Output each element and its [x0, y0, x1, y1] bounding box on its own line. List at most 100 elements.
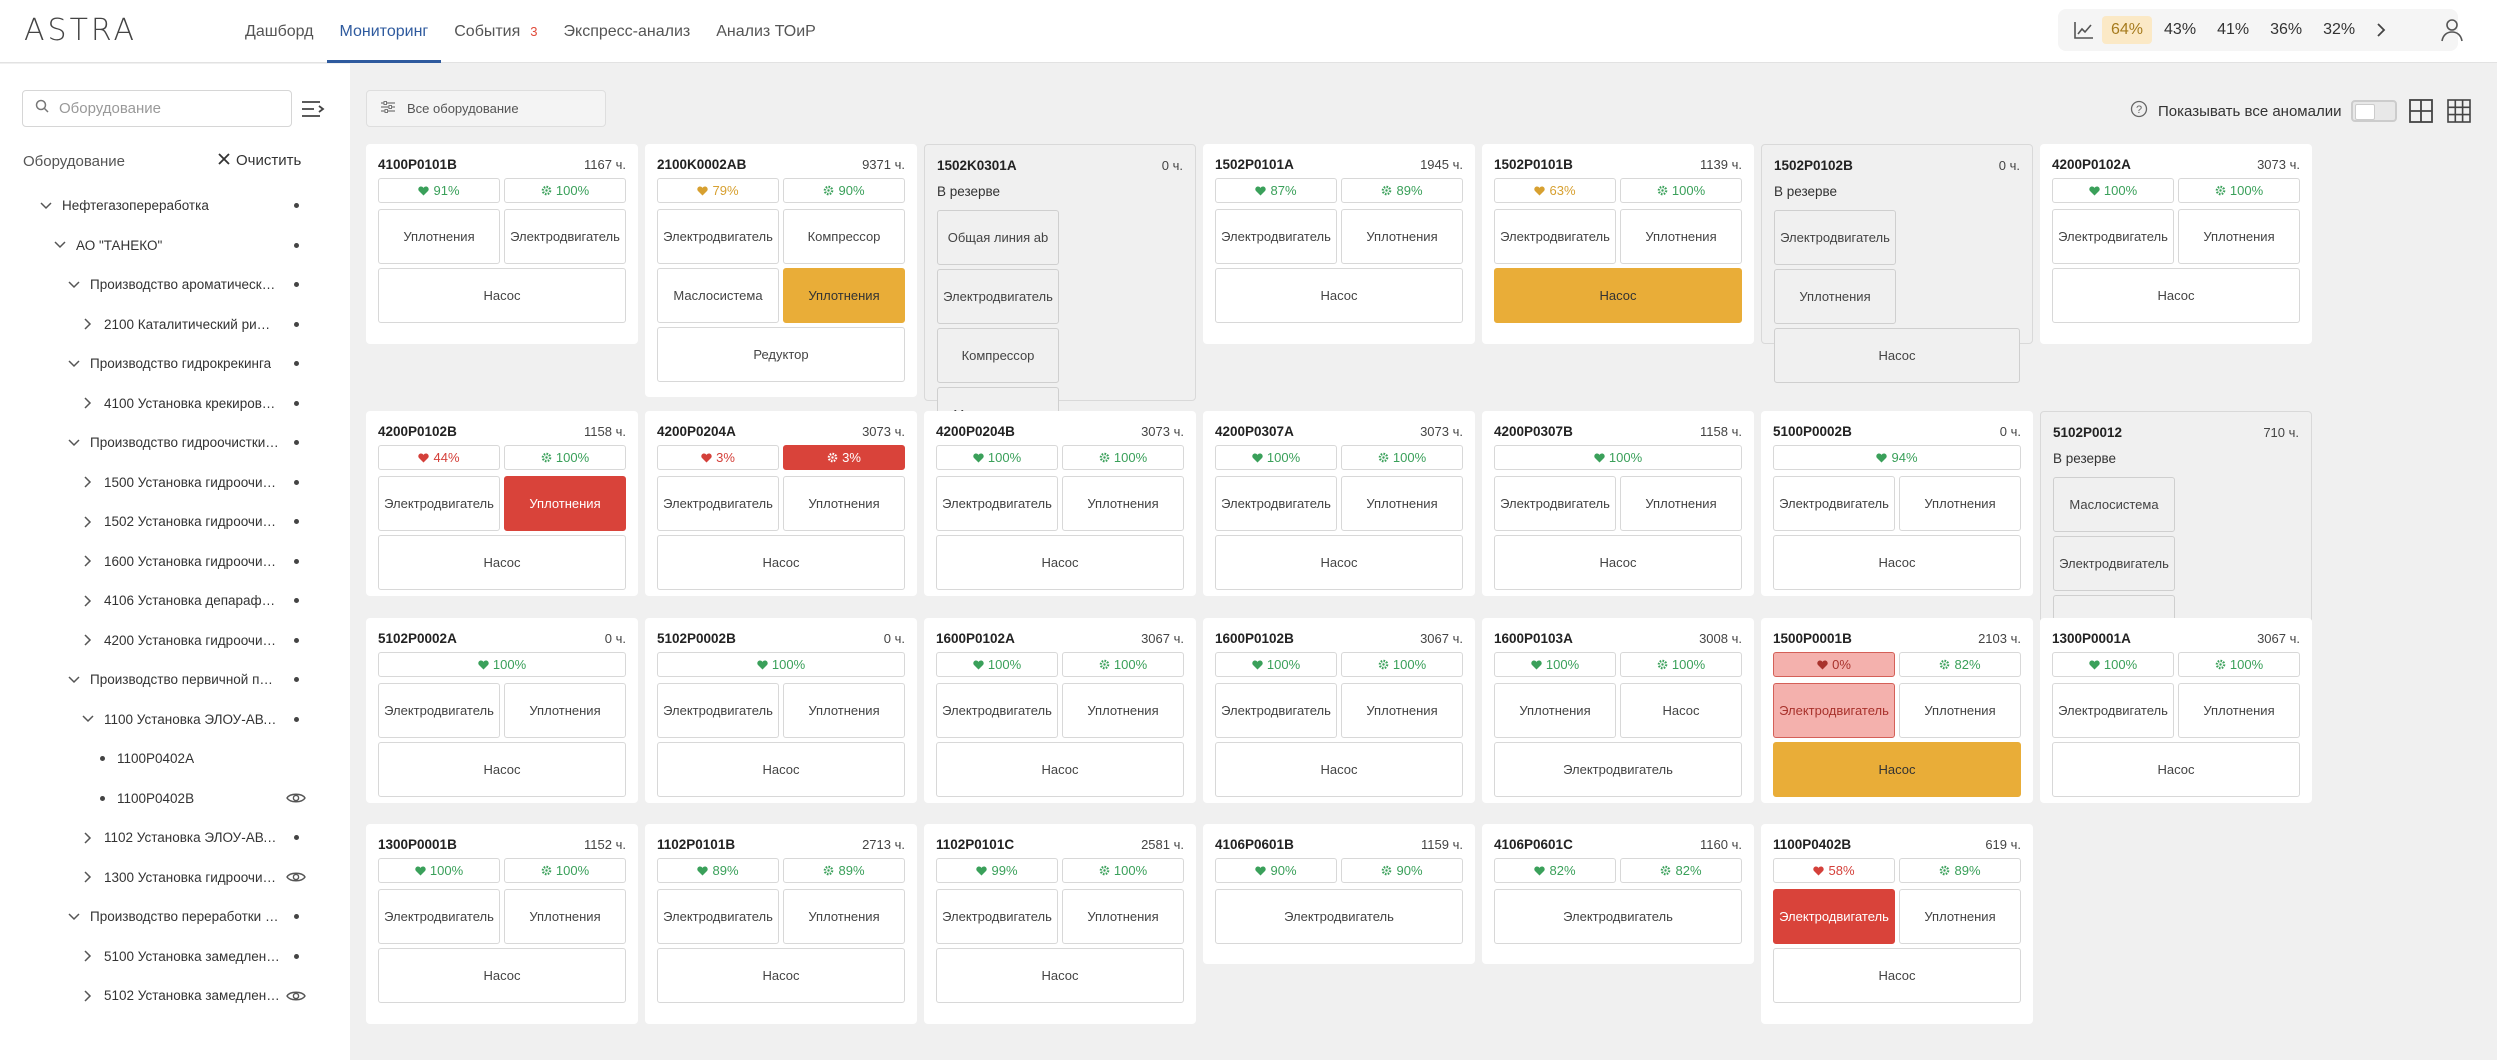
- tree-node[interactable]: 5102 Установка замедленного коксования: [0, 976, 350, 1016]
- component-tile[interactable]: Электродвигатель: [378, 476, 500, 531]
- tree-node[interactable]: Производство первичной переработки: [0, 660, 350, 700]
- component-tile[interactable]: Электродвигатель: [2053, 536, 2175, 591]
- health-metric[interactable]: 100%: [1494, 652, 1616, 677]
- component-tile[interactable]: Уплотнения: [504, 889, 626, 944]
- component-tile[interactable]: Насос: [657, 535, 905, 590]
- component-tile[interactable]: Уплотнения: [1899, 683, 2021, 738]
- component-tile[interactable]: Уплотнения: [1620, 476, 1742, 531]
- chevron-right-icon[interactable]: [80, 553, 96, 569]
- equipment-card[interactable]: 1600P0103A 3008 ч. 100% 100% Уплотнения Насос…: [1482, 618, 1754, 803]
- component-tile[interactable]: Насос: [1215, 742, 1463, 797]
- reliability-metric[interactable]: 82%: [1620, 858, 1742, 883]
- health-metric[interactable]: 100%: [2052, 652, 2174, 677]
- component-tile[interactable]: Уплотнения: [783, 476, 905, 531]
- equipment-card[interactable]: 1100P0402B 619 ч. 58% 89% Электродвигатель Уп…: [1761, 824, 2033, 1024]
- component-tile[interactable]: Насос: [2052, 268, 2300, 323]
- health-metric[interactable]: 87%: [1215, 178, 1337, 203]
- component-tile[interactable]: Электродвигатель: [1774, 210, 1896, 265]
- chevron-right-icon[interactable]: [80, 948, 96, 964]
- component-tile[interactable]: Насос: [378, 948, 626, 1003]
- equipment-card[interactable]: 1502P0102B 0 ч. В резерве Электродвигатель У…: [1761, 144, 2033, 383]
- app-logo[interactable]: ASTRA: [24, 13, 137, 48]
- reliability-metric[interactable]: 100%: [1062, 858, 1184, 883]
- search-input[interactable]: [59, 100, 279, 117]
- health-metric[interactable]: 90%: [1215, 858, 1337, 883]
- health-metric[interactable]: 3%: [657, 445, 779, 470]
- user-icon[interactable]: [2438, 16, 2466, 44]
- chevron-right-icon[interactable]: [80, 830, 96, 846]
- equipment-card[interactable]: 5102P0002B 0 ч. 100% Электродвигатель Уплотн…: [645, 618, 917, 803]
- reliability-metric[interactable]: 100%: [1341, 445, 1463, 470]
- health-metric[interactable]: 100%: [378, 858, 500, 883]
- reliability-metric[interactable]: 90%: [1341, 858, 1463, 883]
- equipment-card[interactable]: 1600P0102A 3067 ч. 100% 100% Электродвигател…: [924, 618, 1196, 803]
- equipment-card[interactable]: 4106P0601C 1160 ч. 82% 82% Электродвигатель: [1482, 824, 1754, 964]
- tree-node[interactable]: Производство гидроочистки топлив: [0, 423, 350, 463]
- health-metric[interactable]: 100%: [936, 652, 1058, 677]
- health-metric[interactable]: 82%: [1494, 858, 1616, 883]
- component-tile[interactable]: Уплотнения: [1062, 476, 1184, 531]
- equipment-search[interactable]: [22, 90, 292, 127]
- reliability-metric[interactable]: 100%: [2178, 652, 2300, 677]
- equipment-card[interactable]: 1102P0101B 2713 ч. 89% 89% Электродвигатель У…: [645, 824, 917, 1024]
- health-metric[interactable]: 100%: [936, 445, 1058, 470]
- chevron-right-icon[interactable]: [80, 514, 96, 530]
- health-metric[interactable]: 91%: [378, 178, 500, 203]
- health-metric[interactable]: 100%: [1215, 445, 1337, 470]
- equipment-card[interactable]: 1500P0001B 2103 ч. 0% 82% Электродвигатель Уп…: [1761, 618, 2033, 803]
- tree-node[interactable]: Производство переработки тяжелых остатко…: [0, 897, 350, 937]
- component-tile[interactable]: Редуктор: [657, 327, 905, 382]
- chevron-down-icon[interactable]: [66, 909, 82, 925]
- component-tile[interactable]: Уплотнения: [1341, 683, 1463, 738]
- clear-button[interactable]: Очистить: [218, 152, 301, 169]
- reliability-metric[interactable]: 3%: [783, 445, 905, 470]
- component-tile[interactable]: Электродвигатель: [1215, 476, 1337, 531]
- nav-tab[interactable]: Мониторинг: [326, 0, 442, 63]
- chevron-down-icon[interactable]: [66, 277, 82, 293]
- grid-small-icon[interactable]: [2445, 97, 2473, 125]
- component-tile[interactable]: Уплотнения: [2178, 683, 2300, 738]
- component-tile[interactable]: Уплотнения: [2178, 209, 2300, 264]
- equipment-card[interactable]: 4200P0204A 3073 ч. 3% 3% Электродвигатель Упл…: [645, 411, 917, 596]
- chevron-right-icon[interactable]: [80, 988, 96, 1004]
- equipment-card[interactable]: 4200P0307A 3073 ч. 100% 100% Электродвигател…: [1203, 411, 1475, 596]
- equipment-card[interactable]: 5102P0002A 0 ч. 100% Электродвигатель Уплотн…: [366, 618, 638, 803]
- percent-filter[interactable]: 32%: [2323, 21, 2356, 38]
- equipment-card[interactable]: 4200P0307B 1158 ч. 100% Электродвигатель Упл…: [1482, 411, 1754, 596]
- component-tile[interactable]: Уплотнения: [1899, 476, 2021, 531]
- component-tile[interactable]: Электродвигатель: [1494, 209, 1616, 264]
- nav-tab[interactable]: Дашборд: [232, 0, 327, 63]
- equipment-card[interactable]: 4106P0601B 1159 ч. 90% 90% Электродвигатель: [1203, 824, 1475, 964]
- health-metric[interactable]: 100%: [657, 652, 905, 677]
- chevron-right-icon[interactable]: [80, 316, 96, 332]
- component-tile[interactable]: Насос: [657, 948, 905, 1003]
- tree-node[interactable]: 2100 Каталитический риформинг: [0, 305, 350, 345]
- chevron-down-icon[interactable]: [66, 672, 82, 688]
- component-tile[interactable]: Маслосистема: [2053, 477, 2175, 532]
- reliability-metric[interactable]: 100%: [1062, 445, 1184, 470]
- component-tile[interactable]: Маслосистема: [657, 268, 779, 323]
- component-tile[interactable]: Насос: [657, 742, 905, 797]
- component-tile[interactable]: Насос: [936, 948, 1184, 1003]
- percent-filter[interactable]: 64%: [2102, 16, 2153, 44]
- equipment-card[interactable]: 1102P0101C 2581 ч. 99% 100% Электродвигатель…: [924, 824, 1196, 1024]
- equipment-card[interactable]: 1502P0101B 1139 ч. 63% 100% Электродвигатель…: [1482, 144, 1754, 344]
- health-metric[interactable]: 94%: [1773, 445, 2021, 470]
- tree-node[interactable]: 1100P0402B: [0, 779, 350, 819]
- equipment-card[interactable]: 2100K0002AB 9371 ч. 79% 90% Электродвигатель…: [645, 144, 917, 397]
- tree-node[interactable]: 4200 Установка гидроочистки: [0, 621, 350, 661]
- chevron-right-icon[interactable]: [2367, 22, 2395, 38]
- component-tile[interactable]: Насос: [1773, 948, 2021, 1003]
- health-metric[interactable]: 58%: [1773, 858, 1895, 883]
- health-metric[interactable]: 0%: [1773, 652, 1895, 677]
- reliability-metric[interactable]: 100%: [504, 445, 626, 470]
- component-tile[interactable]: Уплотнения: [504, 683, 626, 738]
- health-metric[interactable]: 100%: [2052, 178, 2174, 203]
- eye-icon[interactable]: [286, 989, 306, 1003]
- reliability-metric[interactable]: 89%: [783, 858, 905, 883]
- component-tile[interactable]: Электродвигатель: [2052, 683, 2174, 738]
- component-tile[interactable]: Электродвигатель: [657, 476, 779, 531]
- component-tile[interactable]: Уплотнения: [1341, 209, 1463, 264]
- chart-line-icon[interactable]: [2066, 16, 2102, 44]
- component-tile[interactable]: Насос: [936, 742, 1184, 797]
